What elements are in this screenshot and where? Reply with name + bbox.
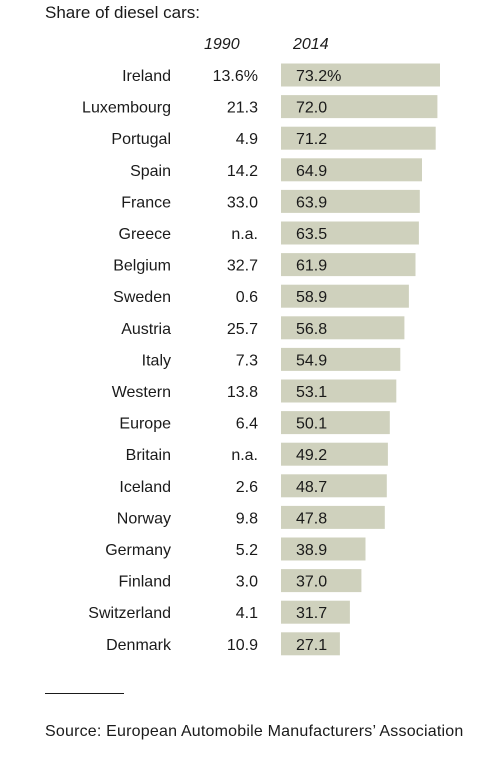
bar-france	[281, 189, 420, 213]
value-2014-europe: 50.1	[296, 416, 327, 433]
value-1990-portugal: 4.9	[236, 131, 258, 148]
bar-europe	[281, 411, 390, 435]
value-1990-norway: 9.8	[236, 510, 258, 527]
value-1990-belgium: 32.7	[227, 258, 258, 275]
bar-ireland	[281, 63, 440, 87]
country-label-germany: Germany	[105, 542, 171, 559]
value-1990-italy: 7.3	[236, 352, 258, 369]
value-2014-britain: 49.2	[296, 447, 327, 464]
value-1990-austria: 25.7	[227, 321, 258, 338]
bar-norway	[281, 505, 385, 529]
value-1990-sweden: 0.6	[236, 289, 258, 306]
value-2014-finland: 37.0	[296, 574, 327, 591]
country-label-western: Western	[112, 384, 171, 401]
bar-chart: Ireland 13.6% 73.2% Luxembourg 21.3 72.0 Portu…	[82, 63, 440, 656]
country-label-italy: Italy	[142, 352, 171, 369]
value-2014-norway: 47.8	[296, 510, 327, 527]
value-2014-france: 63.9	[296, 194, 327, 211]
value-1990-finland: 3.0	[236, 574, 258, 591]
country-label-norway: Norway	[117, 510, 171, 527]
country-label-britain: Britain	[126, 447, 171, 464]
labels-group: Ireland 13.6% 73.2% Luxembourg 21.3 72.0 Portu…	[82, 68, 341, 654]
country-label-finland: Finland	[119, 574, 171, 591]
bar-greece	[281, 221, 419, 245]
bar-italy	[281, 347, 401, 371]
bar-germany	[281, 537, 366, 561]
country-label-europe: Europe	[119, 416, 171, 433]
value-2014-portugal: 71.2	[296, 131, 327, 148]
bar-finland	[281, 569, 362, 593]
value-2014-western: 53.1	[296, 384, 327, 401]
bar-luxembourg	[281, 95, 438, 119]
chart-title: Share of diesel cars:	[45, 3, 200, 22]
bar-portugal	[281, 126, 436, 150]
country-label-belgium: Belgium	[113, 258, 171, 275]
value-1990-ireland: 13.6%	[213, 68, 258, 85]
bar-austria	[281, 316, 405, 340]
value-1990-iceland: 2.6	[236, 479, 258, 496]
value-1990-britain: n.a.	[231, 447, 258, 464]
value-2014-sweden: 58.9	[296, 289, 327, 306]
country-label-sweden: Sweden	[113, 289, 171, 306]
footnote-rule	[45, 693, 124, 694]
country-label-iceland: Iceland	[119, 479, 171, 496]
value-1990-france: 33.0	[227, 194, 258, 211]
value-2014-belgium: 61.9	[296, 258, 327, 275]
bar-spain	[281, 158, 422, 182]
value-2014-italy: 54.9	[296, 352, 327, 369]
country-label-switzerland: Switzerland	[88, 605, 171, 622]
value-2014-iceland: 48.7	[296, 479, 327, 496]
country-label-greece: Greece	[119, 226, 172, 243]
country-label-luxembourg: Luxembourg	[82, 100, 171, 117]
value-2014-germany: 38.9	[296, 542, 327, 559]
bar-britain	[281, 442, 388, 466]
country-label-austria: Austria	[121, 321, 171, 338]
bar-sweden	[281, 284, 409, 308]
value-1990-greece: n.a.	[231, 226, 258, 243]
bar-switzerland	[281, 600, 350, 624]
column-header-1990: 1990	[204, 36, 240, 53]
bar-iceland	[281, 474, 387, 498]
value-2014-austria: 56.8	[296, 321, 327, 338]
country-label-denmark: Denmark	[106, 637, 172, 654]
country-label-portugal: Portugal	[111, 131, 171, 148]
value-1990-germany: 5.2	[236, 542, 258, 559]
country-label-france: France	[121, 194, 171, 211]
bars-group	[281, 63, 440, 656]
bar-belgium	[281, 253, 416, 277]
country-label-spain: Spain	[130, 163, 171, 180]
value-2014-spain: 64.9	[296, 163, 327, 180]
bar-denmark	[281, 632, 340, 656]
value-1990-europe: 6.4	[236, 416, 258, 433]
value-2014-greece: 63.5	[296, 226, 327, 243]
column-header-2014: 2014	[293, 36, 329, 53]
value-2014-denmark: 27.1	[296, 637, 327, 654]
value-2014-luxembourg: 72.0	[296, 100, 327, 117]
value-1990-luxembourg: 21.3	[227, 100, 258, 117]
country-label-ireland: Ireland	[122, 68, 171, 85]
value-1990-western: 13.8	[227, 384, 258, 401]
value-2014-switzerland: 31.7	[296, 605, 327, 622]
bar-western	[281, 379, 397, 403]
value-1990-switzerland: 4.1	[236, 605, 258, 622]
value-1990-spain: 14.2	[227, 163, 258, 180]
source-note: Source: European Automobile Manufacturer…	[45, 723, 464, 740]
value-1990-denmark: 10.9	[227, 637, 258, 654]
value-2014-ireland: 73.2%	[296, 68, 341, 85]
